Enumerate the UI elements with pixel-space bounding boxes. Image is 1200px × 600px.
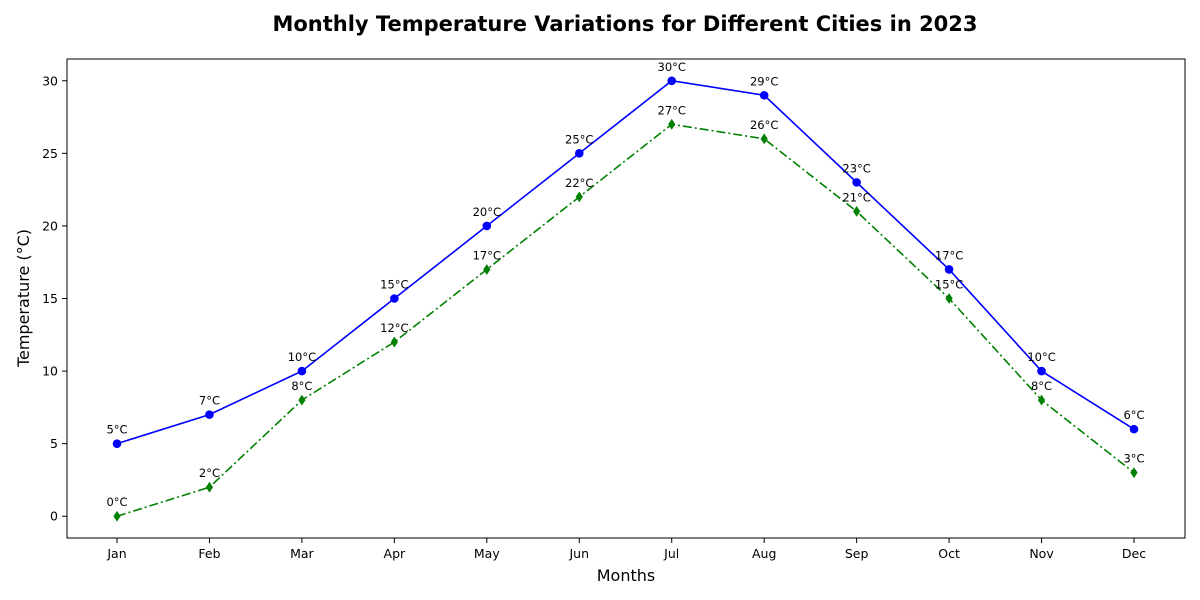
series-1-data-label: 25°C xyxy=(565,132,593,146)
series-1-point xyxy=(390,294,399,303)
y-tick-label: 0 xyxy=(50,509,58,524)
series-1-point xyxy=(112,439,122,448)
series-2-point xyxy=(390,336,398,348)
series-1-data-label: 15°C xyxy=(380,278,408,292)
series-1-point xyxy=(205,410,214,419)
series-2-data-label: 22°C xyxy=(565,176,593,190)
series-2-line xyxy=(116,123,1135,517)
series-2-data-label: 2°C xyxy=(199,466,220,480)
series-1-data-label: 23°C xyxy=(842,161,870,175)
x-tick-label: Jul xyxy=(663,546,679,561)
y-tick-label: 25 xyxy=(42,146,58,161)
y-tick-label: 20 xyxy=(42,218,58,233)
series-2-point xyxy=(945,293,953,304)
series-1-point xyxy=(852,178,861,187)
series-1-data-label: 10°C xyxy=(288,350,316,364)
series-1-data-label: 17°C xyxy=(935,248,963,262)
x-tick-label: Mar xyxy=(290,546,314,561)
series-1-data-label: 5°C xyxy=(106,423,127,437)
x-tick-label: Oct xyxy=(938,546,960,561)
y-tick-label: 5 xyxy=(50,436,58,451)
series-2-data-label: 0°C xyxy=(106,495,127,509)
y-tick-label: 15 xyxy=(42,291,58,306)
plot-frame xyxy=(66,58,1186,539)
series-1-data-label: 20°C xyxy=(473,205,501,219)
plot-area: Jan Feb Mar Apr May Jun Jul Aug Sep Oct Nov Dec 0 5 10… xyxy=(42,60,1146,561)
x-tick-label: Nov xyxy=(1029,546,1054,561)
series-2-data-label: 8°C xyxy=(1031,379,1052,393)
series-2-point xyxy=(760,133,768,145)
y-tick-label: 30 xyxy=(42,73,58,88)
series-2-point xyxy=(575,191,583,203)
series-1-point xyxy=(297,366,307,376)
series-1-data-label: 29°C xyxy=(750,74,778,88)
series-2-data-label: 8°C xyxy=(291,379,312,393)
series-1-point xyxy=(1037,366,1046,376)
series-1-line xyxy=(116,79,1135,445)
y-tick-label: 10 xyxy=(42,364,58,379)
series-1-data-label: 7°C xyxy=(199,394,220,408)
series-2-point xyxy=(1037,394,1046,406)
x-axis-label: Months xyxy=(597,566,655,585)
chart-title: Monthly Temperature Variations for Diffe… xyxy=(272,12,977,36)
y-axis-label: Temperature (°C) xyxy=(14,229,33,368)
series-2-point xyxy=(668,118,676,130)
series-2-point xyxy=(205,481,214,493)
series-1-point xyxy=(482,221,492,231)
series-2-point xyxy=(298,394,306,406)
series-2-data-label: 27°C xyxy=(658,103,686,117)
series-1-data-label: 30°C xyxy=(658,60,686,74)
x-tick-label: Jun xyxy=(569,546,590,561)
x-tick-label: Jan xyxy=(106,546,126,561)
x-tick-label: May xyxy=(474,546,500,561)
series-1-point xyxy=(574,149,584,158)
series-2-point xyxy=(1130,467,1138,479)
series-1-data-label: 6°C xyxy=(1123,408,1144,422)
series-2-data-label: 21°C xyxy=(842,190,870,204)
series-2-data-label: 15°C xyxy=(935,278,963,292)
series-2-data-label: 3°C xyxy=(1123,452,1144,466)
series-2-data-label: 12°C xyxy=(380,321,408,335)
x-tick-label: Sep xyxy=(845,546,869,561)
series-2-data-label: 17°C xyxy=(473,248,501,262)
series-2-data-label: 26°C xyxy=(750,118,778,132)
series-1-point xyxy=(667,76,677,86)
series-2-point xyxy=(113,510,121,522)
series-1-point xyxy=(1129,424,1139,434)
series-2-point xyxy=(483,264,491,275)
x-tick-label: Dec xyxy=(1122,546,1146,561)
x-tick-label: Aug xyxy=(752,546,776,561)
series-1-point xyxy=(944,265,954,274)
x-tick-label: Apr xyxy=(384,546,406,561)
series-1-data-label: 10°C xyxy=(1027,350,1055,364)
series-2-point xyxy=(853,206,861,217)
series-1-point xyxy=(759,90,769,100)
x-tick-label: Feb xyxy=(198,546,220,561)
